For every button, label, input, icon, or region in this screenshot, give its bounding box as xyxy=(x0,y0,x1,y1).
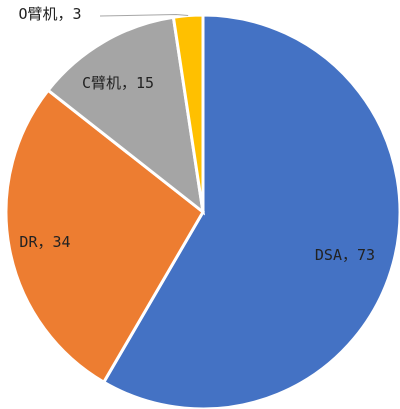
label-value: 73 xyxy=(357,246,375,264)
label-separator: ， xyxy=(121,74,136,92)
label-category: C臂机 xyxy=(82,74,121,92)
data-label: DSA，73 xyxy=(315,246,375,264)
label-category: DSA xyxy=(315,246,342,264)
label-value: 3 xyxy=(73,5,82,23)
label-category: DR xyxy=(19,233,38,251)
label-category: O臂机 xyxy=(18,5,57,23)
pie-slice xyxy=(171,13,205,213)
pie-slice xyxy=(4,88,205,385)
leader-line xyxy=(99,14,189,17)
data-label: DR，34 xyxy=(19,233,70,251)
data-label: C臂机，15 xyxy=(82,74,154,92)
label-separator: ， xyxy=(57,5,72,23)
label-separator: ， xyxy=(342,246,357,264)
label-value: 15 xyxy=(136,74,154,92)
label-separator: ， xyxy=(37,233,52,251)
data-label: O臂机，3 xyxy=(18,5,81,23)
label-value: 34 xyxy=(53,233,71,251)
pie-slice xyxy=(45,15,206,216)
